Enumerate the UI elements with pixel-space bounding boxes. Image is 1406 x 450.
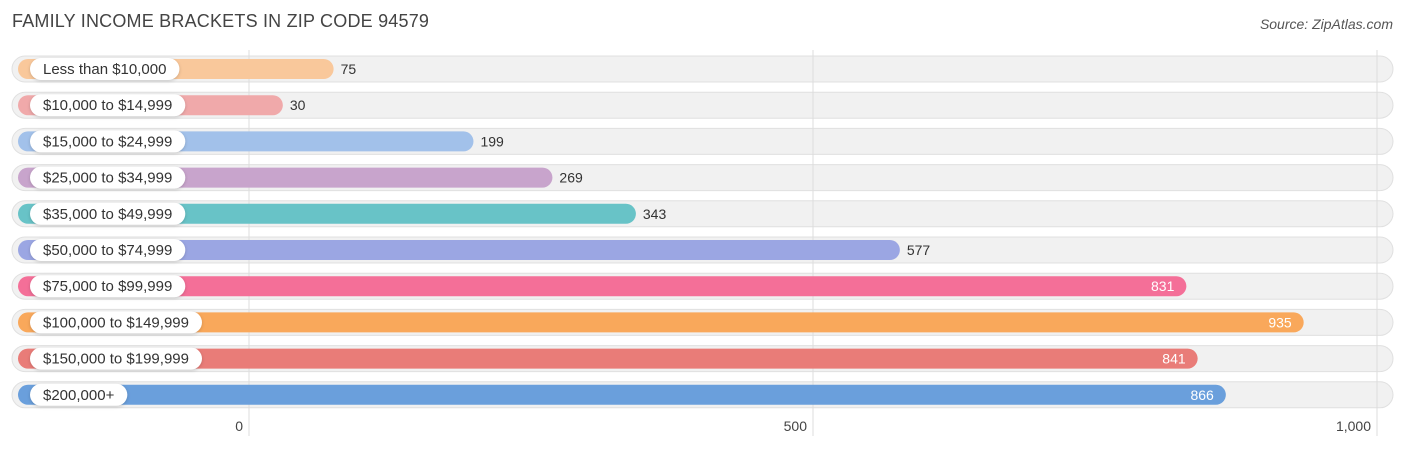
row-background [11, 55, 1394, 83]
bar [18, 312, 1304, 333]
bar-group: $200,000+ 866 [18, 383, 1226, 406]
category-pill [30, 202, 186, 225]
bar-group: Less than $10,000 75 [18, 58, 356, 80]
x-tick-label: 1,000 [1336, 418, 1371, 434]
category-pill [30, 58, 180, 80]
category-pill [30, 383, 128, 406]
category-label: $25,000 to $34,999 [43, 170, 172, 187]
bar-group: $75,000 to $99,999 831 [18, 275, 1187, 298]
category-label: $35,000 to $49,999 [43, 206, 172, 223]
x-tick-label: 0 [235, 418, 243, 434]
bar-group: $15,000 to $24,999 199 [18, 130, 504, 153]
bar-group: $100,000 to $149,999 935 [18, 311, 1304, 334]
bar-group: $35,000 to $49,999 343 [18, 202, 667, 225]
bar-group: $10,000 to $14,999 30 [18, 94, 306, 117]
value-label: 577 [907, 242, 931, 258]
bars-layer: Less than $10,000 75$10,000 to $14,999 30$… [18, 58, 1304, 406]
value-label: 75 [341, 61, 357, 77]
category-label: $200,000+ [43, 387, 115, 404]
bar [18, 276, 1187, 297]
value-label: 841 [1162, 351, 1186, 367]
bar-group: $50,000 to $74,999 577 [18, 239, 930, 261]
value-label: 30 [290, 97, 306, 113]
value-label: 343 [643, 206, 667, 222]
category-label: $10,000 to $14,999 [43, 97, 172, 114]
value-label: 935 [1268, 314, 1292, 330]
bar-group: $150,000 to $199,999 841 [18, 347, 1198, 370]
category-label: $75,000 to $99,999 [43, 278, 172, 295]
value-label: 269 [559, 170, 583, 186]
value-label: 199 [480, 133, 504, 149]
category-label: $150,000 to $199,999 [43, 351, 189, 368]
category-pill [30, 311, 202, 334]
bar [18, 348, 1198, 369]
value-label: 831 [1151, 278, 1175, 294]
category-pill [30, 347, 202, 370]
x-axis-ticks: 0 500 1,000 [235, 418, 1371, 434]
category-pill [30, 275, 186, 298]
category-label: $100,000 to $149,999 [43, 314, 189, 331]
category-pill [30, 239, 186, 261]
row-background [11, 91, 1394, 119]
bar-group: $25,000 to $34,999 269 [18, 166, 583, 189]
x-tick-label: 500 [784, 418, 808, 434]
chart-title: FAMILY INCOME BRACKETS IN ZIP CODE 94579 [12, 11, 430, 31]
category-label: Less than $10,000 [43, 61, 166, 78]
value-label: 866 [1190, 387, 1214, 403]
category-pill [30, 130, 186, 153]
bar [18, 384, 1226, 405]
source-note: Source: ZipAtlas.com [1259, 16, 1393, 32]
bar [18, 240, 900, 260]
category-label: $15,000 to $24,999 [43, 133, 172, 150]
category-pill [30, 94, 186, 117]
category-label: $50,000 to $74,999 [43, 242, 172, 259]
category-pill [30, 166, 186, 189]
